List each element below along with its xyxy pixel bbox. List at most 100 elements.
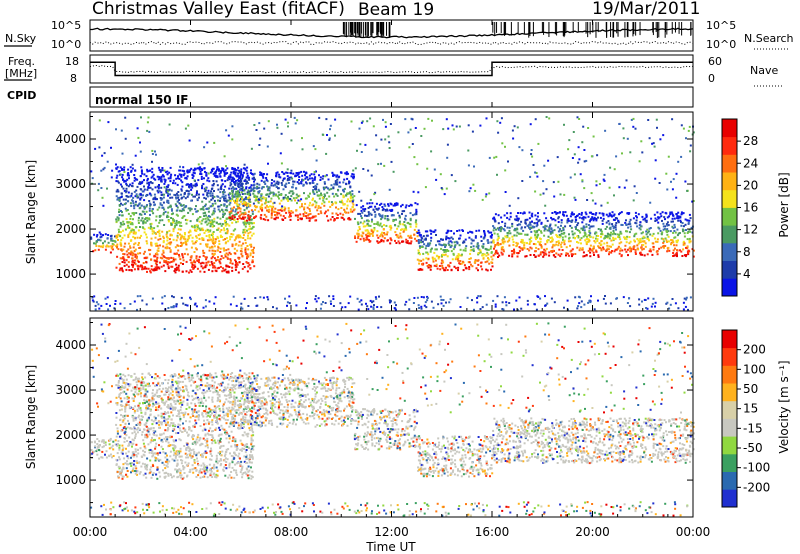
data-cell bbox=[629, 240, 632, 243]
data-cell bbox=[326, 191, 329, 194]
data-cell bbox=[596, 238, 599, 241]
data-cell bbox=[163, 403, 166, 406]
data-cell bbox=[206, 179, 209, 182]
ground-scatter-cell bbox=[365, 302, 367, 305]
data-cell bbox=[216, 474, 219, 477]
data-cell bbox=[442, 249, 445, 251]
data-cell bbox=[496, 241, 499, 244]
data-cell bbox=[246, 237, 249, 240]
data-cell bbox=[415, 239, 418, 242]
data-cell bbox=[192, 267, 195, 270]
data-cell bbox=[118, 269, 121, 272]
data-cell bbox=[416, 203, 419, 206]
data-cell bbox=[213, 257, 216, 260]
data-cell bbox=[308, 204, 311, 207]
ground-scatter-cell bbox=[380, 306, 383, 309]
data-cell bbox=[402, 230, 405, 233]
data-cell bbox=[691, 231, 694, 234]
data-cell bbox=[625, 230, 627, 233]
data-cell bbox=[169, 241, 172, 244]
data-cell bbox=[477, 247, 480, 250]
data-cell bbox=[396, 234, 399, 237]
data-cell bbox=[569, 224, 572, 227]
data-cell bbox=[373, 228, 376, 231]
data-cell bbox=[179, 258, 182, 261]
data-cell bbox=[102, 242, 104, 245]
data-cell bbox=[140, 234, 143, 237]
data-cell bbox=[298, 171, 301, 174]
data-cell bbox=[260, 179, 263, 182]
data-cell bbox=[234, 268, 237, 271]
data-cell bbox=[490, 261, 493, 264]
data-cell bbox=[231, 198, 234, 201]
sparse-scatter-cell bbox=[578, 158, 581, 161]
ground-scatter-cell bbox=[574, 296, 577, 299]
data-cell bbox=[470, 246, 473, 249]
data-cell bbox=[203, 270, 206, 273]
data-cell bbox=[180, 225, 183, 227]
data-cell bbox=[166, 214, 169, 217]
data-cell bbox=[265, 177, 268, 179]
data-cell bbox=[158, 168, 161, 171]
sparse-scatter-cell bbox=[358, 127, 361, 130]
data-cell bbox=[459, 248, 462, 251]
data-cell bbox=[151, 210, 154, 213]
data-cell bbox=[261, 197, 264, 200]
sparse-scatter-cell bbox=[184, 127, 187, 130]
data-cell bbox=[403, 224, 406, 227]
data-cell bbox=[100, 456, 103, 459]
data-cell bbox=[260, 204, 263, 207]
data-cell bbox=[451, 237, 454, 240]
sparse-scatter-cell bbox=[140, 116, 142, 119]
data-cell bbox=[195, 236, 198, 239]
data-cell bbox=[107, 234, 110, 236]
data-cell bbox=[116, 198, 119, 201]
data-cell bbox=[130, 269, 133, 272]
data-cell bbox=[576, 241, 578, 243]
data-cell bbox=[231, 179, 234, 182]
data-cell bbox=[163, 208, 166, 211]
data-cell bbox=[252, 192, 255, 195]
data-cell bbox=[561, 249, 564, 251]
ground-scatter-cell bbox=[503, 296, 506, 299]
sparse-scatter-cell bbox=[330, 201, 333, 204]
velocity-data bbox=[90, 322, 695, 517]
data-cell bbox=[503, 229, 506, 232]
data-cell bbox=[252, 225, 255, 228]
data-cell bbox=[233, 214, 236, 217]
data-cell bbox=[98, 457, 101, 460]
data-cell bbox=[600, 248, 603, 251]
data-cell bbox=[144, 206, 146, 209]
sparse-scatter-cell bbox=[496, 173, 498, 176]
data-cell bbox=[373, 223, 376, 225]
data-cell bbox=[217, 237, 220, 240]
data-cell bbox=[514, 218, 517, 221]
ground-scatter-cell bbox=[544, 304, 547, 307]
data-cell bbox=[431, 256, 434, 259]
data-cell bbox=[116, 188, 119, 191]
sparse-scatter-cell bbox=[193, 179, 196, 182]
data-cell bbox=[660, 246, 663, 249]
ground-scatter-cell bbox=[505, 304, 508, 307]
data-cell bbox=[143, 205, 146, 208]
data-cell bbox=[253, 217, 255, 219]
data-cell bbox=[682, 225, 685, 228]
data-cell bbox=[180, 241, 183, 244]
data-cell bbox=[234, 171, 237, 174]
sparse-scatter-cell bbox=[574, 198, 577, 201]
data-cell bbox=[128, 232, 131, 235]
data-cell bbox=[402, 240, 405, 243]
ground-scatter-cell bbox=[306, 302, 308, 304]
data-cell bbox=[255, 206, 258, 209]
data-cell bbox=[128, 252, 130, 255]
data-cell bbox=[198, 166, 201, 169]
data-cell bbox=[108, 454, 110, 457]
data-cell bbox=[370, 220, 373, 223]
data-cell bbox=[474, 259, 477, 262]
data-cell bbox=[200, 178, 203, 180]
data-cell bbox=[588, 211, 591, 214]
data-cell bbox=[133, 207, 136, 210]
data-cell bbox=[188, 271, 190, 274]
data-cell bbox=[145, 240, 148, 243]
ground-scatter-cell bbox=[577, 305, 580, 308]
